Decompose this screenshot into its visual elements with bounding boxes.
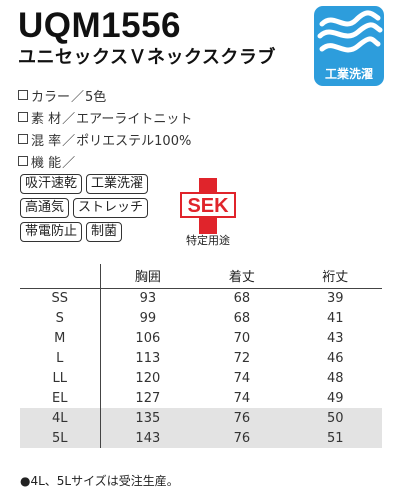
checkbox-icon (18, 112, 28, 122)
tag-row: 帯電防止 制菌 (20, 222, 180, 242)
function-tag: 帯電防止 (20, 222, 83, 242)
industrial-wash-badge: 工業洗濯 (314, 6, 384, 86)
chest-cell: 143 (100, 428, 196, 448)
function-tags: 吸汗速乾 工業洗濯 高通気 ストレッチ 帯電防止 制菌 (20, 174, 180, 246)
table-row: EL 127 74 49 (20, 388, 382, 408)
chest-cell: 93 (139, 290, 157, 306)
sleeve-cell: 46 (327, 350, 344, 366)
size-cell: SS (20, 288, 101, 308)
sleeve-cell: 41 (327, 310, 344, 326)
spec-separator: ／ (71, 89, 85, 105)
function-tag: 高通気 (20, 198, 70, 218)
length-cell: 74 (233, 370, 251, 386)
size-cell: LL (20, 368, 101, 388)
table-row: M 106 70 43 (20, 328, 382, 348)
spec-key: 混 率 (31, 133, 62, 149)
table-header-row: 胸囲 着丈 裄丈 (20, 264, 382, 289)
sleeve-cell: 39 (327, 290, 344, 306)
function-tag: 吸汗速乾 (20, 174, 83, 194)
sleeve-cell: 51 (288, 428, 382, 448)
spec-function: 機 能 ／ (18, 150, 192, 172)
sek-mark-text: SEK (187, 195, 229, 217)
sleeve-cell: 49 (327, 390, 344, 406)
length-cell: 68 (233, 310, 251, 326)
length-cell: 74 (233, 390, 251, 406)
function-tag: ストレッチ (73, 198, 149, 218)
size-cell: 5L (20, 428, 101, 448)
length-cell: 76 (195, 428, 289, 448)
sleeve-cell: 43 (327, 330, 344, 346)
length-cell: 76 (195, 408, 289, 428)
tag-row: 高通気 ストレッチ (20, 198, 180, 218)
checkbox-icon (18, 156, 28, 166)
chest-cell: 99 (139, 310, 157, 326)
spec-material: 素 材 ／ エアーライトニット (18, 106, 192, 128)
spec-separator: ／ (62, 111, 76, 127)
table-header-cell: 着丈 (195, 264, 289, 289)
size-cell: L (20, 348, 101, 368)
chest-cell: 120 (135, 370, 161, 386)
chest-cell: 106 (135, 330, 161, 346)
spec-value: 5色 (85, 89, 107, 105)
checkbox-icon (18, 134, 28, 144)
checkbox-icon (18, 90, 28, 100)
table-row: L 113 72 46 (20, 348, 382, 368)
table-row: S 99 68 41 (20, 308, 382, 328)
function-tag: 工業洗濯 (86, 174, 149, 194)
product-name: ユニセックスＶネックスクラブ (18, 47, 276, 68)
spec-key: カラー (31, 89, 71, 105)
chest-cell: 113 (135, 350, 161, 366)
size-cell: EL (20, 388, 101, 408)
table-row: 4L 135 76 50 (20, 408, 382, 428)
size-cell: S (20, 308, 101, 328)
sek-caption: 特定用途 (186, 234, 230, 247)
spec-composition: 混 率 ／ ポリエステル100% (18, 128, 192, 150)
sleeve-cell: 50 (288, 408, 382, 428)
chest-cell: 135 (100, 408, 196, 428)
model-number: UQM1556 (18, 6, 182, 45)
sek-mark-icon: SEK (180, 178, 236, 234)
spec-value: ポリエステル100% (76, 133, 192, 149)
tag-row: 吸汗速乾 工業洗濯 (20, 174, 180, 194)
table-header-cell: 裄丈 (288, 264, 382, 289)
badge-label: 工業洗濯 (324, 67, 373, 81)
spec-list: カラー ／ 5色 素 材 ／ エアーライトニット 混 率 ／ ポリエステル100… (18, 84, 192, 172)
size-cell: M (20, 328, 101, 348)
spec-value: エアーライトニット (76, 111, 193, 127)
size-table: 胸囲 着丈 裄丈 SS 93 68 39 S 99 68 41 M 106 70… (20, 264, 382, 448)
table-header-cell (20, 264, 101, 289)
size-cell: 4L (20, 408, 101, 428)
table-row: SS 93 68 39 (20, 288, 382, 308)
spec-color: カラー ／ 5色 (18, 84, 192, 106)
order-note: ●4L、5Lサイズは受注生産。 (20, 474, 179, 488)
table-header-cell: 胸囲 (100, 264, 196, 289)
length-cell: 68 (233, 290, 251, 306)
table-row: LL 120 74 48 (20, 368, 382, 388)
sleeve-cell: 48 (327, 370, 344, 386)
spec-key: 素 材 (31, 111, 62, 127)
spec-separator: ／ (62, 155, 76, 171)
spec-key: 機 能 (31, 155, 62, 171)
chest-cell: 127 (135, 390, 161, 406)
function-tag: 制菌 (86, 222, 123, 242)
wave-icon (317, 10, 383, 53)
length-cell: 72 (233, 350, 251, 366)
length-cell: 70 (233, 330, 251, 346)
spec-separator: ／ (62, 133, 76, 149)
table-row: 5L 143 76 51 (20, 428, 382, 448)
